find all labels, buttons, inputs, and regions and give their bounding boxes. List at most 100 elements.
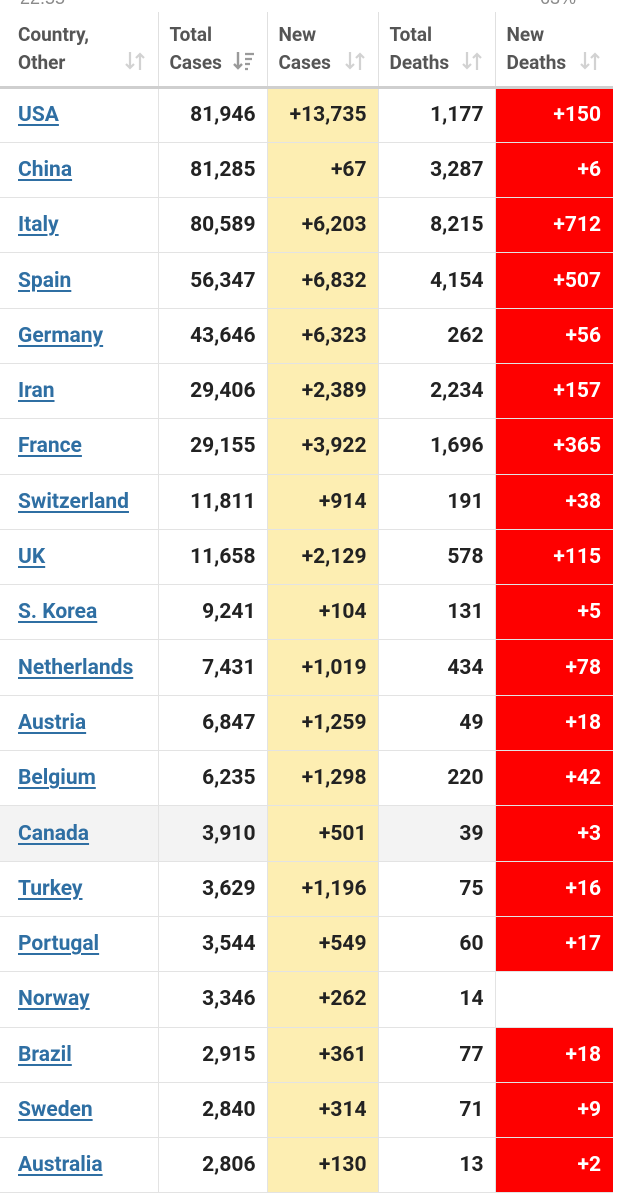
table-row: Netherlands 7,431 +1,019 434 +78	[0, 639, 613, 696]
total-deaths-cell: 4,154	[378, 252, 496, 309]
new-deaths-cell: +150	[495, 87, 613, 143]
country-link[interactable]: Germany	[18, 323, 104, 348]
table-row: Austria 6,847 +1,259 49 +18	[0, 695, 613, 752]
total-cases-cell: 6,235	[158, 750, 268, 807]
country-cell: Belgium	[0, 750, 159, 807]
status-time: 22:55	[20, 0, 65, 9]
total-deaths-cell: 75	[378, 861, 496, 917]
new-cases-cell: +2,389	[267, 363, 379, 420]
country-link[interactable]: Iran	[18, 379, 55, 404]
country-cell: USA	[0, 87, 159, 143]
new-cases-cell: +1,298	[267, 750, 379, 807]
country-cell: Switzerland	[0, 474, 159, 530]
country-link[interactable]: France	[18, 434, 82, 459]
country-cell: Austria	[0, 695, 159, 752]
new-deaths-cell: +16	[495, 861, 613, 917]
total-cases-cell: 43,646	[158, 308, 268, 364]
header-new-deaths[interactable]: New Deaths	[495, 12, 613, 89]
total-deaths-cell: 2,234	[378, 363, 496, 420]
country-cell: Canada	[0, 805, 159, 862]
total-cases-cell: 2,806	[158, 1137, 268, 1194]
country-link[interactable]: Switzerland	[18, 489, 129, 514]
country-link[interactable]: Canada	[18, 821, 90, 846]
new-cases-cell: +361	[267, 1027, 379, 1083]
total-cases-cell: 11,658	[158, 529, 268, 586]
total-deaths-cell: 131	[378, 584, 496, 641]
table-row: Norway 3,346 +262 14	[0, 971, 613, 1028]
country-cell: Turkey	[0, 861, 159, 917]
total-cases-cell: 2,915	[158, 1027, 268, 1083]
header-total-deaths[interactable]: Total Deaths	[378, 12, 496, 89]
header-total-cases[interactable]: Total Cases	[158, 12, 268, 89]
new-deaths-cell: +712	[495, 197, 613, 254]
total-deaths-cell: 434	[378, 639, 496, 696]
header-new-deaths-line2: Deaths	[506, 50, 567, 74]
country-link[interactable]: Sweden	[18, 1097, 93, 1122]
sort-neutral-icon[interactable]	[579, 50, 601, 72]
total-deaths-cell: 60	[378, 916, 496, 973]
header-country[interactable]: Country, Other	[0, 12, 159, 89]
country-link[interactable]: Netherlands	[18, 655, 134, 680]
table-row: Australia 2,806 +130 13 +2	[0, 1137, 613, 1194]
total-deaths-cell: 39	[378, 805, 496, 862]
sort-neutral-icon[interactable]	[124, 50, 146, 72]
total-cases-cell: 80,589	[158, 197, 268, 254]
new-deaths-cell: +18	[495, 695, 613, 752]
country-link[interactable]: Italy	[18, 213, 59, 238]
country-link[interactable]: Portugal	[18, 932, 100, 957]
country-link[interactable]: Spain	[18, 268, 72, 293]
total-deaths-cell: 77	[378, 1027, 496, 1083]
country-link[interactable]: Brazil	[18, 1042, 72, 1067]
table-row: Portugal 3,544 +549 60 +17	[0, 916, 613, 973]
new-cases-cell: +6,203	[267, 197, 379, 254]
total-deaths-cell: 191	[378, 474, 496, 530]
header-new-cases-line1: New	[278, 22, 317, 46]
total-deaths-cell: 71	[378, 1082, 496, 1139]
country-cell: China	[0, 142, 159, 199]
table-header-row: Country, Other Total Cases New Cases	[0, 12, 613, 89]
country-link[interactable]: Australia	[18, 1153, 103, 1178]
country-cell: Brazil	[0, 1027, 159, 1083]
status-bar: 22:55 63%	[0, 0, 621, 9]
total-cases-cell: 2,840	[158, 1082, 268, 1139]
total-deaths-cell: 3,287	[378, 142, 496, 199]
new-cases-cell: +314	[267, 1082, 379, 1139]
country-link[interactable]: USA	[18, 103, 59, 128]
sort-neutral-icon[interactable]	[461, 50, 483, 72]
new-deaths-cell: +507	[495, 252, 613, 309]
total-cases-cell: 3,910	[158, 805, 268, 862]
country-cell: UK	[0, 529, 159, 586]
header-country-line1: Country,	[18, 22, 89, 46]
total-cases-cell: 29,406	[158, 363, 268, 420]
sort-descending-icon[interactable]	[232, 50, 255, 72]
total-cases-cell: 7,431	[158, 639, 268, 696]
country-link[interactable]: China	[18, 157, 73, 182]
country-link[interactable]: Belgium	[18, 766, 96, 791]
header-new-cases[interactable]: New Cases	[267, 12, 379, 89]
new-deaths-cell: +17	[495, 916, 613, 973]
new-deaths-cell: +5	[495, 584, 613, 641]
country-link[interactable]: Austria	[18, 710, 87, 735]
new-deaths-cell: +365	[495, 418, 613, 475]
country-link[interactable]: UK	[18, 545, 46, 570]
country-link[interactable]: Turkey	[18, 876, 83, 901]
new-cases-cell: +501	[267, 805, 379, 862]
country-link[interactable]: S. Korea	[18, 600, 98, 625]
header-new-cases-line2: Cases	[278, 50, 331, 74]
total-cases-cell: 3,346	[158, 971, 268, 1028]
table-row: Italy 80,589 +6,203 8,215 +712	[0, 197, 613, 254]
new-deaths-cell: +38	[495, 474, 613, 530]
new-deaths-cell: +56	[495, 308, 613, 364]
table-row: Sweden 2,840 +314 71 +9	[0, 1082, 613, 1139]
new-deaths-cell: +42	[495, 750, 613, 807]
new-cases-cell: +130	[267, 1137, 379, 1194]
status-battery: 63%	[540, 0, 576, 9]
total-deaths-cell: 578	[378, 529, 496, 586]
country-link[interactable]: Norway	[18, 987, 90, 1012]
table-row: Switzerland 11,811 +914 191 +38	[0, 474, 613, 530]
new-deaths-cell: +2	[495, 1137, 613, 1194]
coronavirus-country-table: Country, Other Total Cases New Cases	[0, 12, 613, 1194]
sort-neutral-icon[interactable]	[344, 50, 366, 72]
header-total-deaths-line2: Deaths	[389, 50, 450, 74]
new-cases-cell: +1,196	[267, 861, 379, 917]
